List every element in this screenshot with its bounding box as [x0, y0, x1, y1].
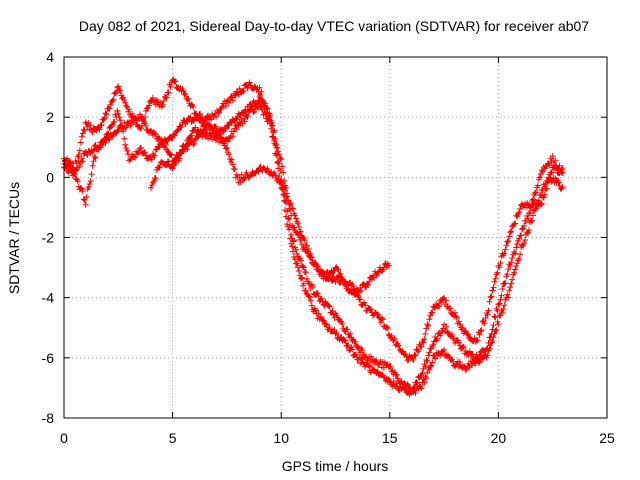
series-markers [147, 121, 392, 297]
x-tick-label: 25 [599, 430, 615, 446]
series-track-c [61, 100, 566, 398]
chart-title: Day 082 of 2021, Sidereal Day-to-day VTE… [79, 18, 589, 34]
y-tick-label: -4 [42, 290, 55, 306]
x-tick-label: 10 [273, 430, 289, 446]
x-tick-label: 0 [60, 430, 68, 446]
y-tick-label: 0 [46, 169, 54, 185]
x-tick-label: 15 [382, 430, 398, 446]
y-tick-label: -2 [42, 230, 55, 246]
y-axis-label: SDTVAR / TECUs [6, 182, 22, 294]
x-axis-label: GPS time / hours [282, 458, 389, 474]
y-tick-label: -6 [42, 350, 55, 366]
data-layer [61, 76, 566, 398]
y-tick-label: 2 [46, 109, 54, 125]
y-tick-label: 4 [46, 49, 54, 65]
y-tick-label: -8 [42, 410, 55, 426]
grid-layer [64, 57, 607, 418]
series-track-d [147, 121, 392, 297]
series-markers [61, 100, 566, 398]
x-tick-label: 5 [169, 430, 177, 446]
x-tick-label: 20 [491, 430, 507, 446]
